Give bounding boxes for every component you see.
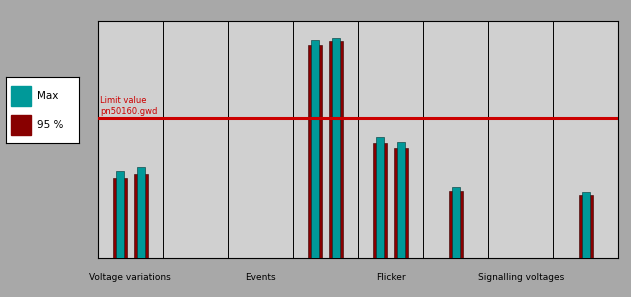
- Bar: [452, 187, 459, 258]
- Bar: [308, 45, 322, 258]
- Bar: [134, 173, 148, 258]
- Bar: [582, 192, 590, 258]
- Bar: [579, 195, 593, 258]
- Bar: [332, 38, 340, 258]
- Bar: [329, 41, 343, 258]
- Bar: [11, 86, 31, 106]
- Text: Signalling voltages: Signalling voltages: [478, 273, 564, 282]
- Bar: [373, 143, 387, 258]
- Bar: [449, 190, 463, 258]
- Text: 95 %: 95 %: [37, 120, 63, 130]
- Text: Events: Events: [245, 273, 276, 282]
- Bar: [137, 167, 144, 258]
- Bar: [394, 148, 408, 258]
- Bar: [116, 171, 124, 258]
- Text: Voltage variations: Voltage variations: [90, 273, 171, 282]
- Bar: [311, 40, 319, 258]
- Bar: [113, 178, 127, 258]
- Bar: [11, 115, 31, 135]
- Bar: [376, 137, 384, 258]
- Text: Flicker: Flicker: [376, 273, 406, 282]
- Text: Limit value
pn50160.gwd: Limit value pn50160.gwd: [100, 96, 158, 116]
- Bar: [397, 142, 405, 258]
- Text: Max: Max: [37, 91, 58, 101]
